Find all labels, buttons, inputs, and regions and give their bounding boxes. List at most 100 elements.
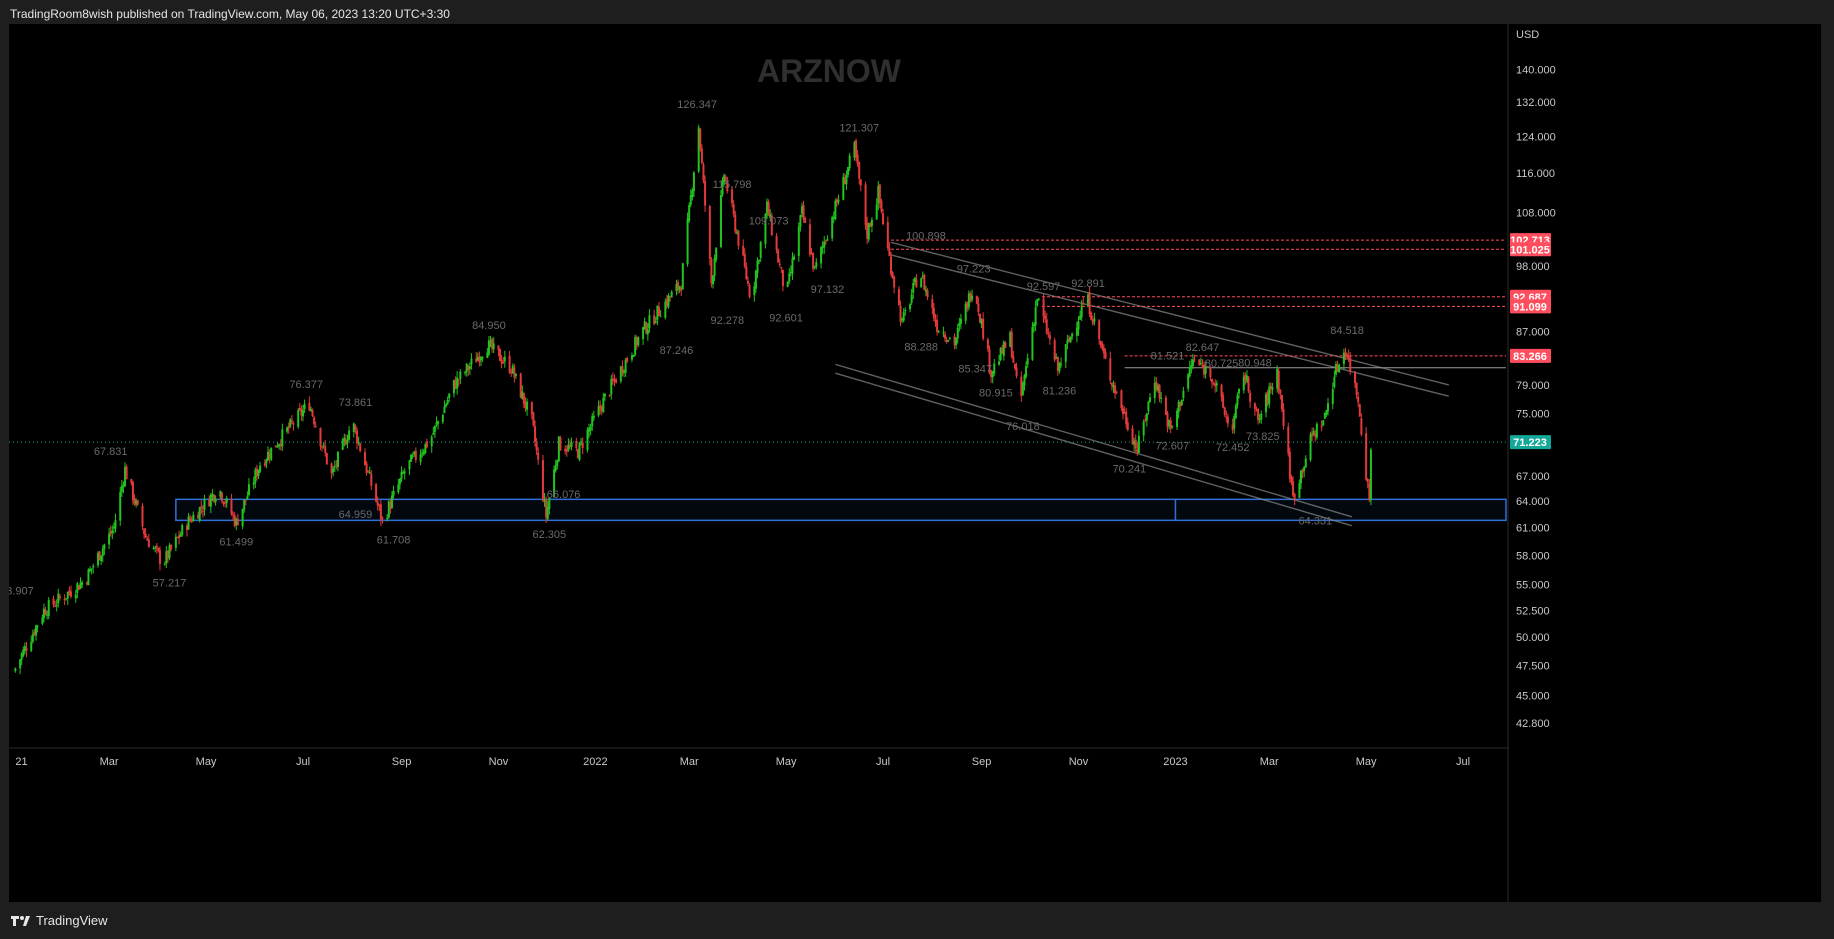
pivot-label: 76.018	[1006, 421, 1040, 433]
price-chart[interactable]: ARZNOW 53.907 67.831 57.217 61.499 76.377 73.…	[9, 24, 1821, 902]
y-tick-label: 47.500	[1516, 660, 1550, 672]
candle	[699, 128, 702, 152]
candle	[578, 441, 581, 462]
candle	[1242, 372, 1245, 394]
candle	[948, 336, 951, 340]
candle	[1099, 340, 1102, 349]
candle	[713, 254, 716, 282]
candle	[1023, 373, 1026, 391]
candle	[847, 166, 850, 178]
candle	[568, 439, 571, 450]
candle	[748, 283, 751, 299]
resistance-price-label: 101.025	[1510, 242, 1551, 257]
candle	[325, 452, 328, 466]
candle	[1247, 376, 1250, 394]
candle	[1231, 418, 1234, 434]
candle	[103, 543, 106, 556]
candle	[858, 161, 861, 185]
candle	[1025, 361, 1028, 379]
candle	[764, 213, 767, 249]
candle	[1342, 348, 1345, 370]
candle	[25, 642, 28, 658]
chart-panel[interactable]: ARZNOW 53.907 67.831 57.217 61.499 76.377 73.…	[9, 24, 1821, 902]
candle	[1344, 347, 1347, 360]
candle	[165, 546, 168, 568]
candle	[535, 437, 538, 456]
candle	[1067, 335, 1070, 343]
pivot-label: 80.915	[979, 388, 1013, 400]
candle	[1158, 383, 1161, 403]
candle	[69, 585, 72, 599]
candle	[430, 434, 433, 453]
candle	[737, 230, 740, 250]
candle	[1004, 341, 1007, 349]
candle	[812, 252, 815, 272]
x-tick-label: May	[776, 756, 797, 768]
candle	[978, 313, 981, 324]
candle	[1102, 344, 1105, 359]
candle	[615, 377, 618, 384]
candle	[101, 545, 104, 563]
candle	[87, 568, 90, 586]
candle	[1155, 376, 1158, 392]
y-tick-label: 98.000	[1516, 261, 1550, 273]
candle	[336, 451, 339, 472]
candle	[956, 324, 959, 344]
candle	[610, 374, 613, 400]
y-tick-label: 55.000	[1516, 580, 1550, 592]
candle	[1077, 316, 1080, 336]
candle	[119, 486, 122, 526]
candle	[710, 256, 713, 288]
candle	[178, 530, 181, 545]
candle	[645, 321, 648, 335]
candle	[468, 362, 471, 375]
candle	[712, 274, 715, 289]
candle	[130, 478, 133, 486]
candle	[891, 271, 894, 279]
candle	[856, 149, 859, 168]
candle	[1338, 363, 1341, 373]
candle	[1114, 381, 1117, 399]
candle	[743, 248, 746, 269]
candle	[1198, 359, 1201, 366]
candle	[168, 543, 171, 561]
candle	[1277, 367, 1280, 395]
candle	[1280, 394, 1283, 413]
candle	[135, 498, 138, 508]
candle	[176, 536, 179, 539]
candle	[1091, 315, 1094, 326]
candle	[669, 295, 672, 302]
candle	[1325, 409, 1328, 417]
candle	[1214, 379, 1217, 393]
candle	[921, 271, 924, 279]
candle	[1276, 365, 1279, 393]
candle	[166, 549, 169, 564]
candle	[179, 531, 182, 538]
candle	[44, 606, 47, 616]
candle	[63, 594, 66, 606]
x-tick-label: Jul	[296, 756, 310, 768]
support-zone	[175, 498, 1507, 522]
candle	[1044, 310, 1047, 323]
candle	[257, 469, 260, 480]
candle	[1015, 362, 1018, 379]
candle	[721, 177, 724, 197]
candle	[376, 496, 379, 511]
candle	[545, 496, 548, 523]
x-tick-label: 2022	[583, 756, 607, 768]
candle	[869, 222, 872, 228]
candle	[781, 269, 784, 292]
candle	[766, 198, 769, 219]
candle	[600, 404, 603, 416]
candle	[1212, 381, 1215, 386]
publisher-line: TradingRoom8wish published on TradingVie…	[10, 7, 450, 21]
candle	[36, 624, 39, 633]
candle	[1026, 353, 1029, 368]
price-label-text: 83.266	[1513, 351, 1547, 363]
candle	[1366, 478, 1369, 489]
candle	[152, 545, 155, 550]
candle	[208, 495, 211, 507]
y-tick-label: 79.000	[1516, 380, 1550, 392]
candle	[546, 501, 549, 521]
pivot-label: 66.076	[547, 489, 581, 501]
